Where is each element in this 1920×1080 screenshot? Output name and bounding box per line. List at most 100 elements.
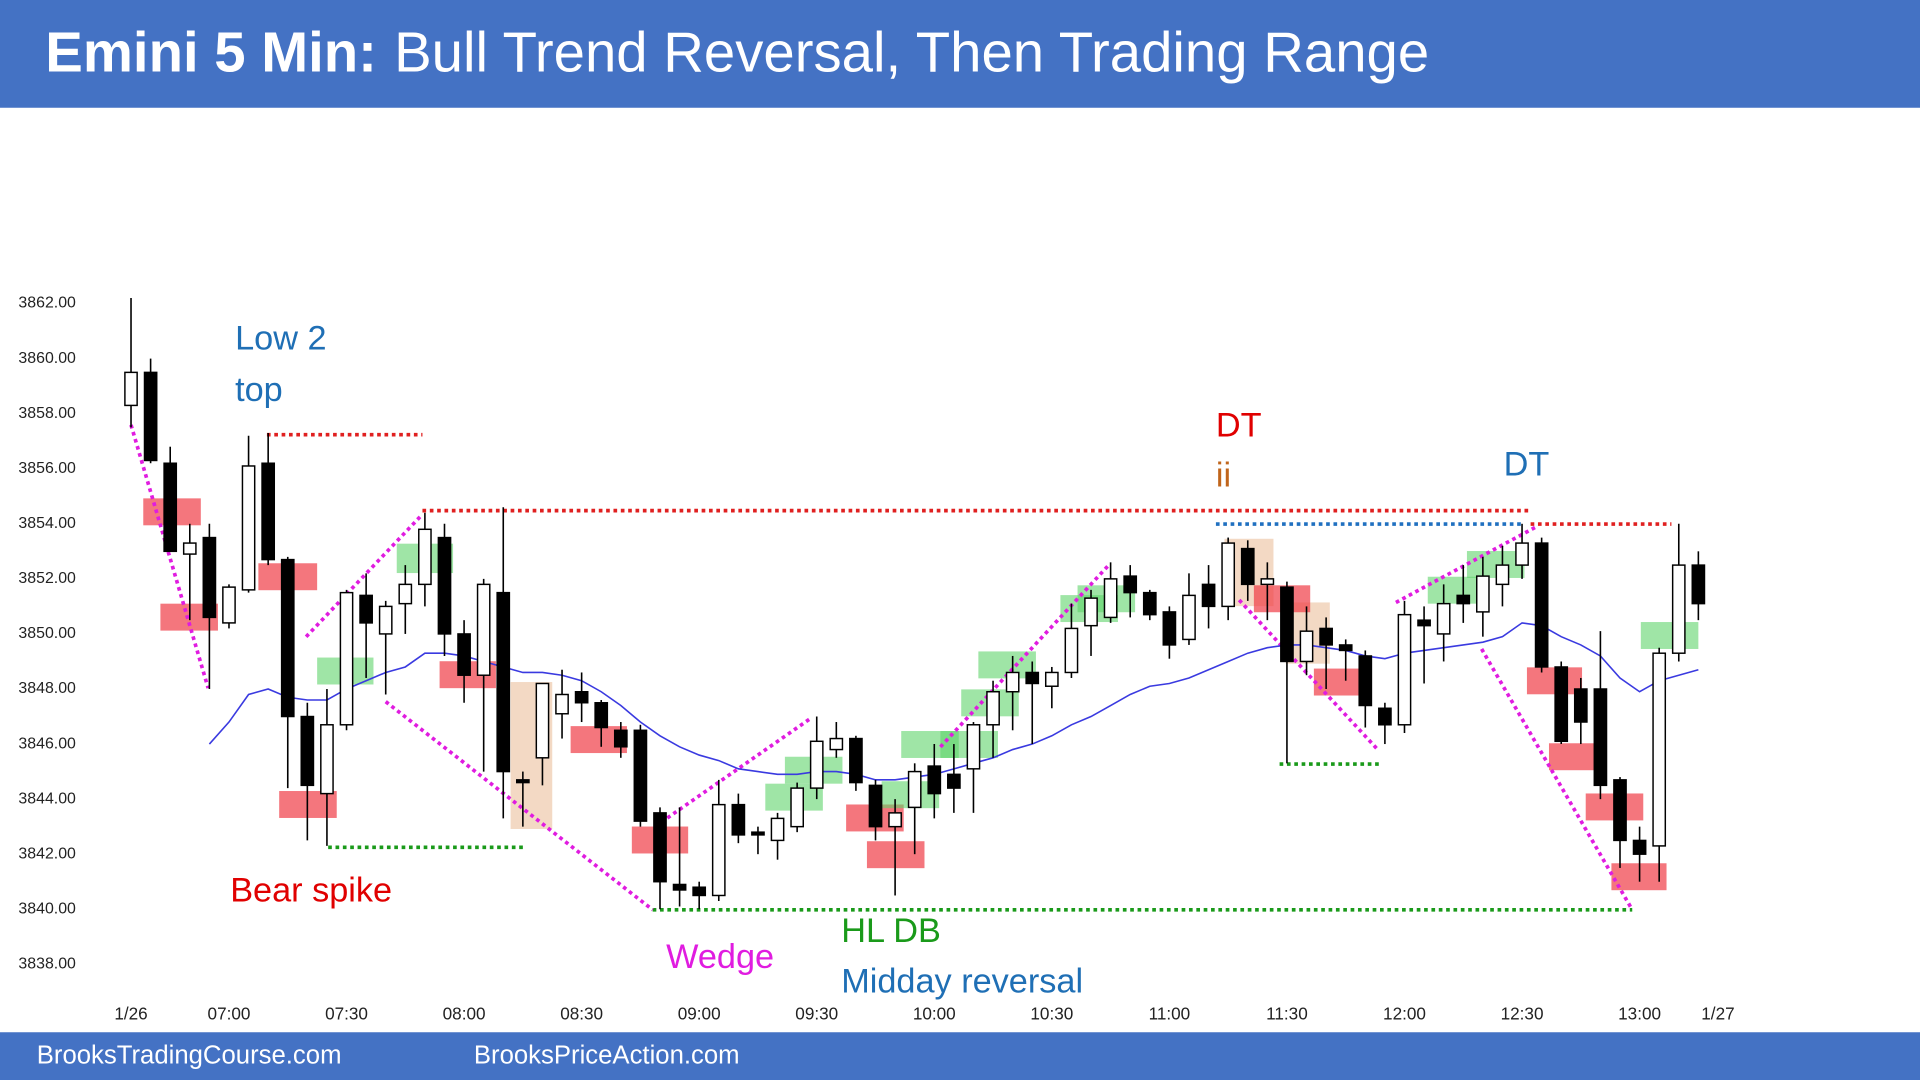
candle-body xyxy=(1573,688,1588,723)
candle-body xyxy=(907,770,922,809)
x-tick-label: 10:30 xyxy=(1030,1004,1073,1024)
candle-body xyxy=(1495,564,1510,586)
y-tick-label: 3852.00 xyxy=(18,570,76,587)
candle-body xyxy=(1436,602,1451,635)
candle-body xyxy=(182,542,197,555)
candle-body xyxy=(1358,655,1373,707)
candle-body xyxy=(1534,542,1549,668)
annotation: HL DB xyxy=(841,912,941,950)
candle-body xyxy=(1280,586,1294,663)
candle-body xyxy=(124,371,138,407)
candle-body xyxy=(222,586,236,624)
x-tick-label: 11:30 xyxy=(1266,1004,1308,1024)
x-tick-label: 12:00 xyxy=(1383,1004,1426,1024)
trend-lines xyxy=(129,424,1634,912)
candle-body xyxy=(613,729,628,748)
candle-body xyxy=(1221,542,1236,608)
candle-body xyxy=(1123,575,1138,594)
candle-body xyxy=(1299,630,1314,663)
candle-body xyxy=(535,682,550,759)
candle-body xyxy=(1338,644,1353,652)
y-tick-label: 3844.00 xyxy=(18,790,76,807)
highlights xyxy=(143,498,1699,891)
candle-body xyxy=(1064,627,1079,674)
x-tick-label: 07:30 xyxy=(325,1004,368,1024)
candle-body xyxy=(1691,564,1706,605)
candle-body xyxy=(202,536,217,619)
candle-body xyxy=(1005,671,1020,693)
x-tick-label: 08:00 xyxy=(443,1004,486,1024)
candle-body xyxy=(829,737,844,751)
candle-body xyxy=(692,886,707,897)
candle-body xyxy=(1162,611,1177,646)
candle-body xyxy=(809,740,824,789)
candle-body xyxy=(280,558,295,718)
candle-body xyxy=(711,803,726,897)
x-tick-label: 09:00 xyxy=(678,1004,721,1024)
annotation: top xyxy=(235,371,283,409)
candle-body xyxy=(653,812,667,883)
candle-body xyxy=(1613,779,1627,842)
candle-body xyxy=(1084,597,1098,627)
x-tick-label: 1/27 xyxy=(1701,1004,1734,1024)
x-tick-label: 10:00 xyxy=(913,1004,956,1024)
candle-body xyxy=(1671,564,1686,654)
candle-body xyxy=(1417,619,1431,627)
candle-body xyxy=(1476,575,1490,613)
candle-body xyxy=(868,784,883,828)
annotation: Low 2 xyxy=(235,319,326,357)
annotation: DT xyxy=(1504,446,1550,484)
candle-body xyxy=(1515,542,1529,566)
candle-body xyxy=(1593,688,1608,787)
chart-title: Emini 5 Min: Bull Trend Reversal, Then Tr… xyxy=(45,20,1429,83)
plot: 3838.00 3840.00 3842.00 3844.00 3846.00 3848.… xyxy=(18,295,1734,1024)
candle-body xyxy=(496,591,511,773)
annotation: Midday reversal xyxy=(841,962,1083,1000)
y-tick-label: 3854.00 xyxy=(18,515,76,532)
candle-body xyxy=(731,803,746,836)
candle-body xyxy=(300,715,315,787)
candle-body xyxy=(888,812,902,828)
candle-body xyxy=(1632,839,1647,855)
x-tick-label: 07:00 xyxy=(208,1004,251,1024)
candle-body xyxy=(1652,652,1667,847)
title-rest: Bull Trend Reversal, Then Trading Range xyxy=(394,20,1429,83)
y-tick-label: 3848.00 xyxy=(18,680,76,697)
candle-body xyxy=(1025,671,1040,685)
y-tick-label: 3860.00 xyxy=(18,350,76,367)
candle-body xyxy=(418,528,432,586)
candle-body xyxy=(1182,594,1196,641)
candle-body xyxy=(947,773,961,789)
candle-body xyxy=(1319,627,1333,646)
candle-body xyxy=(320,724,334,795)
candle-body xyxy=(378,605,393,635)
candle-body xyxy=(1103,578,1118,619)
candle-body xyxy=(633,729,648,822)
title-bold: Emini 5 Min: xyxy=(45,20,377,83)
candle-body xyxy=(594,702,609,729)
candle-body xyxy=(1554,666,1569,743)
candle-body xyxy=(398,583,413,605)
candle-body xyxy=(1397,613,1412,726)
candle-body xyxy=(790,787,804,828)
candle-body xyxy=(1142,591,1157,616)
candle-body xyxy=(1378,707,1392,726)
footer-left: BrooksTradingCourse.com xyxy=(37,1042,342,1070)
trend-line xyxy=(1395,524,1538,605)
x-tick-label: 11:00 xyxy=(1149,1004,1191,1024)
y-tick-label: 3846.00 xyxy=(18,735,76,752)
candle-body xyxy=(143,371,158,462)
annotation: ii xyxy=(1216,457,1231,495)
x-tick-label: 12:30 xyxy=(1501,1004,1544,1024)
x-tick-label: 1/26 xyxy=(114,1004,147,1024)
candle-body xyxy=(163,462,178,553)
y-tick-label: 3838.00 xyxy=(18,956,76,973)
candle-body xyxy=(1260,578,1275,586)
candle-body xyxy=(966,724,981,770)
y-tick-label: 3850.00 xyxy=(18,625,76,642)
candle-body xyxy=(555,693,569,715)
trend-line xyxy=(1237,598,1379,751)
annotation: Bear spike xyxy=(230,872,392,910)
x-tick-label: 09:30 xyxy=(795,1004,838,1024)
